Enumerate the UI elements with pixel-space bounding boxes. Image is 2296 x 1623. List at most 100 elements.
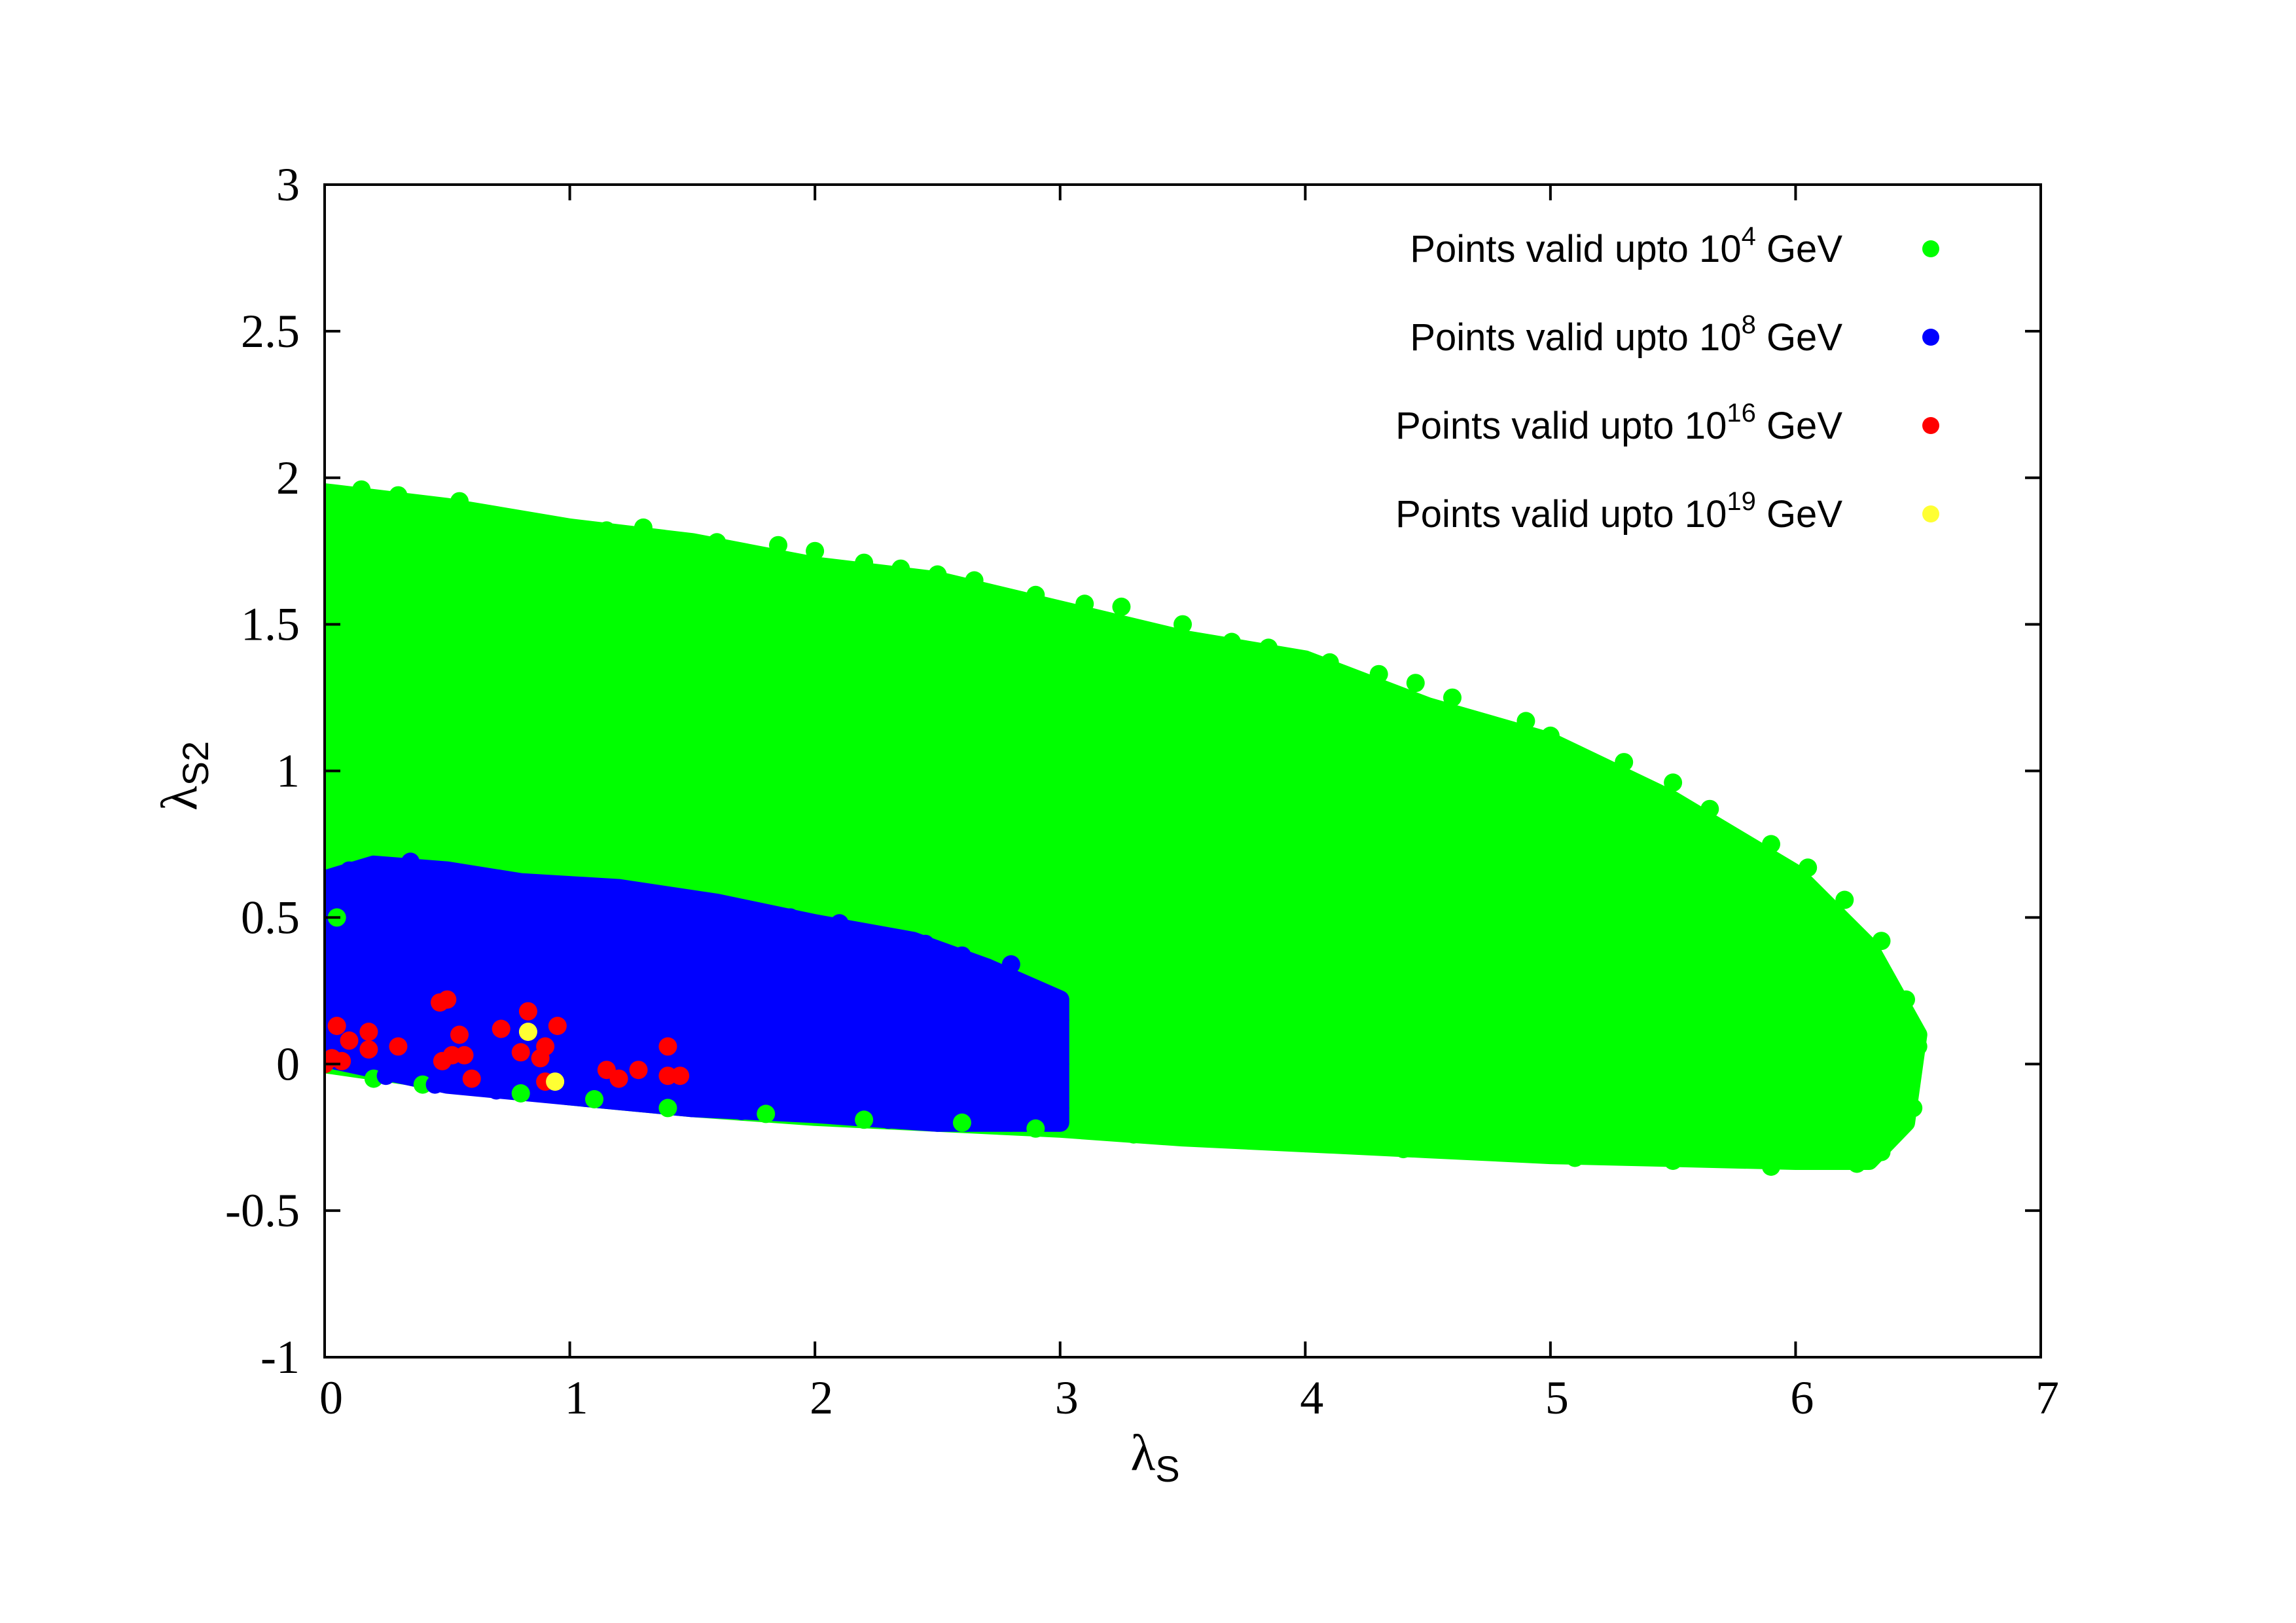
data-point-points-valid-upto-10-16-gev	[332, 1051, 351, 1070]
data-point-points-valid-upto-10-4-gev	[1296, 1134, 1315, 1153]
data-point-points-valid-upto-10-4-gev	[806, 541, 825, 560]
legend-marker	[1922, 505, 1939, 522]
data-point-points-valid-upto-10-4-gev	[855, 553, 874, 572]
data-point-points-valid-upto-10-16-gev	[359, 1023, 378, 1041]
data-point-points-valid-upto-10-8-gev	[401, 852, 420, 871]
legend-label: Points valid upto 1016 GeV	[1395, 399, 1842, 447]
series-points	[325, 480, 1928, 1176]
data-point-points-valid-upto-10-4-gev	[1174, 615, 1192, 634]
data-point-points-valid-upto-10-16-gev	[671, 1067, 690, 1085]
data-point-points-valid-upto-10-4-gev	[1222, 632, 1241, 651]
y-tick-label: 2.5	[241, 305, 300, 357]
data-point-points-valid-upto-10-8-gev	[928, 1113, 947, 1132]
data-point-points-valid-upto-10-4-gev	[1615, 753, 1634, 772]
legend-entry-points-valid-upto-10-16-gev: Points valid upto 1016 GeV	[1395, 399, 1939, 447]
data-point-points-valid-upto-10-4-gev	[855, 1110, 874, 1129]
x-axis-label: λS	[1130, 1424, 1179, 1489]
data-point-points-valid-upto-10-8-gev	[585, 879, 603, 898]
data-point-points-valid-upto-10-4-gev	[1492, 1142, 1511, 1161]
data-point-points-valid-upto-10-8-gev	[425, 1075, 444, 1094]
data-point-points-valid-upto-10-8-gev	[830, 914, 849, 933]
data-point-points-valid-upto-10-4-gev	[658, 1099, 677, 1118]
data-point-points-valid-upto-10-4-gev	[1516, 712, 1535, 731]
data-point-points-valid-upto-10-8-gev	[499, 876, 518, 895]
x-tick-label: 6	[1790, 1372, 1814, 1424]
data-point-points-valid-upto-10-8-gev	[879, 928, 898, 947]
data-point-points-valid-upto-10-8-gev	[806, 1104, 825, 1123]
x-tick-label: 7	[2036, 1372, 2059, 1424]
data-point-points-valid-upto-10-16-gev	[327, 1017, 346, 1035]
data-point-points-valid-upto-10-4-gev	[450, 492, 469, 511]
data-point-points-valid-upto-10-4-gev	[1369, 665, 1388, 684]
data-point-points-valid-upto-10-8-gev	[952, 946, 971, 965]
data-point-points-valid-upto-10-4-gev	[1835, 890, 1854, 909]
data-point-points-valid-upto-10-8-gev	[720, 896, 738, 915]
data-point-points-valid-upto-10-4-gev	[325, 492, 339, 511]
data-point-points-valid-upto-10-8-gev	[879, 1110, 898, 1129]
legend-label: Points valid upto 104 GeV	[1410, 222, 1842, 270]
legend-entry-points-valid-upto-10-4-gev: Points valid upto 104 GeV	[1410, 222, 1939, 270]
y-tick-label: 0	[276, 1038, 300, 1090]
data-point-points-valid-upto-10-4-gev	[1124, 1125, 1143, 1144]
data-point-points-valid-upto-10-4-gev	[325, 527, 334, 546]
data-point-points-valid-upto-10-4-gev	[757, 1104, 776, 1123]
data-point-points-valid-upto-10-16-gev	[609, 1069, 628, 1088]
legend-entry-points-valid-upto-10-19-gev: Points valid upto 1019 GeV	[1395, 487, 1939, 536]
y-tick-label: 0.5	[241, 891, 300, 943]
data-point-points-valid-upto-10-16-gev	[438, 990, 457, 1009]
data-point-points-valid-upto-10-4-gev	[1026, 1119, 1045, 1138]
data-point-points-valid-upto-10-8-gev	[376, 1067, 395, 1085]
data-point-points-valid-upto-10-4-gev	[487, 509, 506, 528]
data-point-points-valid-upto-10-8-gev	[548, 879, 567, 898]
data-point-points-valid-upto-10-4-gev	[585, 1090, 603, 1108]
y-tick-label: 1	[276, 745, 300, 797]
data-point-points-valid-upto-10-8-gev	[340, 861, 359, 880]
data-point-points-valid-upto-10-4-gev	[1909, 1037, 1928, 1056]
data-point-points-valid-upto-10-4-gev	[1541, 726, 1560, 745]
data-point-points-valid-upto-10-8-gev	[1001, 1113, 1020, 1132]
data-point-points-valid-upto-10-4-gev	[1872, 1142, 1891, 1161]
data-point-points-valid-upto-10-4-gev	[536, 515, 555, 534]
data-point-points-valid-upto-10-19-gev	[518, 1023, 537, 1041]
data-point-points-valid-upto-10-4-gev	[1566, 1148, 1585, 1167]
data-point-points-valid-upto-10-4-gev	[352, 480, 371, 499]
y-axis-label: λS2	[151, 741, 216, 811]
data-point-points-valid-upto-10-16-gev	[548, 1017, 567, 1035]
data-point-points-valid-upto-10-4-gev	[769, 536, 787, 555]
data-point-points-valid-upto-10-16-gev	[511, 1043, 530, 1062]
data-point-points-valid-upto-10-4-gev	[1259, 638, 1278, 657]
data-point-points-valid-upto-10-4-gev	[1872, 932, 1891, 951]
data-point-points-valid-upto-10-16-gev	[455, 1046, 474, 1065]
legend-marker	[1922, 417, 1939, 434]
data-point-points-valid-upto-10-16-gev	[359, 1040, 378, 1059]
data-point-points-valid-upto-10-8-gev	[325, 952, 334, 971]
data-point-points-valid-upto-10-8-gev	[732, 1101, 751, 1120]
data-point-points-valid-upto-10-4-gev	[1394, 1140, 1413, 1159]
data-point-points-valid-upto-10-4-gev	[1320, 653, 1339, 672]
y-axis-label-base: λ	[151, 786, 207, 811]
data-point-points-valid-upto-10-19-gev	[546, 1072, 565, 1091]
data-point-points-valid-upto-10-4-gev	[1112, 597, 1131, 616]
x-axis: 0 1 2 3 4 5 6 7	[319, 185, 2059, 1424]
data-point-points-valid-upto-10-16-gev	[658, 1037, 677, 1056]
data-point-points-valid-upto-10-16-gev	[518, 1002, 537, 1021]
data-point-points-valid-upto-10-4-gev	[1897, 990, 1915, 1009]
data-point-points-valid-upto-10-4-gev	[1664, 773, 1683, 792]
data-point-points-valid-upto-10-16-gev	[536, 1037, 555, 1056]
data-point-points-valid-upto-10-8-gev	[683, 894, 702, 912]
data-point-points-valid-upto-10-8-gev	[1039, 990, 1057, 1009]
data-point-points-valid-upto-10-8-gev	[683, 1099, 702, 1118]
data-point-points-valid-upto-10-8-gev	[325, 879, 339, 898]
legend: Points valid upto 104 GeV Points valid up…	[1395, 222, 1939, 536]
data-point-points-valid-upto-10-4-gev	[511, 1084, 530, 1103]
data-point-points-valid-upto-10-16-gev	[462, 1069, 481, 1088]
data-point-points-valid-upto-10-4-gev	[597, 521, 616, 540]
y-tick-label: -1	[260, 1331, 300, 1383]
data-point-points-valid-upto-10-4-gev	[1848, 1154, 1867, 1173]
x-tick-label: 4	[1300, 1372, 1323, 1424]
data-point-points-valid-upto-10-4-gev	[1700, 799, 1719, 818]
x-tick-label: 1	[565, 1372, 588, 1424]
y-tick-label: 1.5	[241, 598, 300, 651]
x-axis-label-sub: S	[1155, 1448, 1179, 1489]
